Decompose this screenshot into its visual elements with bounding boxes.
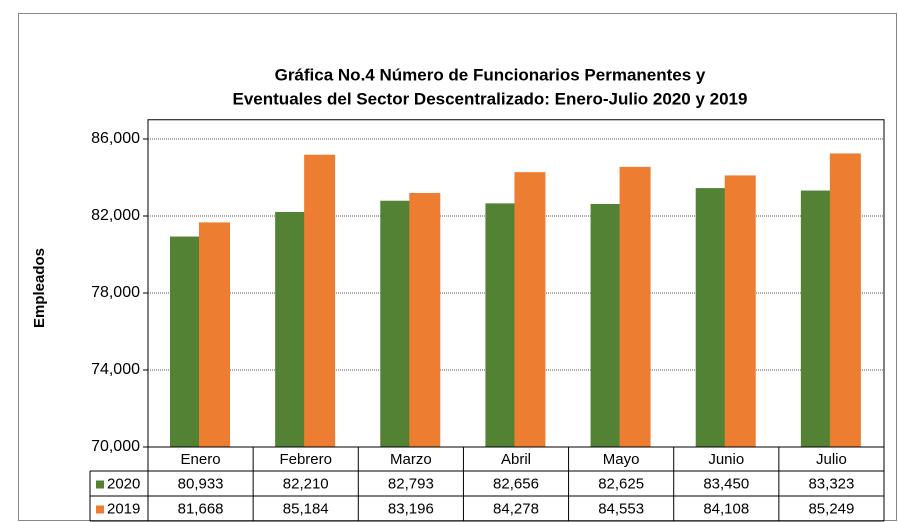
bar — [170, 236, 201, 447]
table-value: 85,184 — [283, 500, 329, 517]
bar — [590, 203, 622, 447]
table-value: 84,108 — [703, 500, 749, 517]
chart-title: Gráfica No.4 Número de Funcionarios Perm… — [275, 65, 706, 84]
legend-swatch — [96, 505, 104, 514]
bar — [275, 211, 307, 447]
bar — [800, 190, 832, 447]
bar — [409, 192, 441, 447]
x-tick-label: Abril — [501, 451, 531, 468]
x-tick-label: Febrero — [279, 451, 332, 468]
bar — [485, 203, 517, 447]
y-tick-label: 70,000 — [91, 438, 140, 455]
x-tick-label: Marzo — [390, 451, 432, 468]
table-value: 82,656 — [493, 475, 539, 492]
y-tick-label: 86,000 — [91, 130, 140, 147]
legend-label: 2020 — [107, 475, 140, 492]
table-value: 82,793 — [388, 475, 434, 492]
bar — [380, 200, 412, 447]
table-value: 82,210 — [283, 475, 329, 492]
y-tick-label: 82,000 — [91, 207, 140, 224]
legend-label: 2019 — [107, 500, 140, 517]
bar — [724, 175, 756, 447]
bar — [304, 154, 336, 447]
table-value: 83,323 — [808, 475, 854, 492]
y-tick-label: 78,000 — [91, 284, 140, 301]
table-value: 83,450 — [703, 475, 749, 492]
table-value: 80,933 — [178, 475, 224, 492]
table-value: 85,249 — [808, 500, 854, 517]
bar — [199, 222, 230, 447]
y-tick-label: 74,000 — [91, 361, 140, 378]
bar — [514, 172, 546, 447]
table-value: 84,278 — [493, 500, 539, 517]
bar — [829, 153, 861, 447]
legend-swatch — [96, 480, 104, 489]
table-value: 81,668 — [178, 500, 224, 517]
y-axis-label: Empleados — [31, 248, 48, 328]
table-value: 84,553 — [598, 500, 644, 517]
table-value: 82,625 — [598, 475, 644, 492]
bar — [695, 188, 727, 447]
table-value: 83,196 — [388, 500, 434, 517]
x-tick-label: Enero — [181, 451, 221, 468]
x-tick-label: Junio — [708, 451, 744, 468]
chart-title: Eventuales del Sector Descentralizado: E… — [233, 89, 748, 108]
x-tick-label: Julio — [816, 451, 847, 468]
x-tick-label: Mayo — [603, 451, 640, 468]
bar — [619, 166, 651, 448]
